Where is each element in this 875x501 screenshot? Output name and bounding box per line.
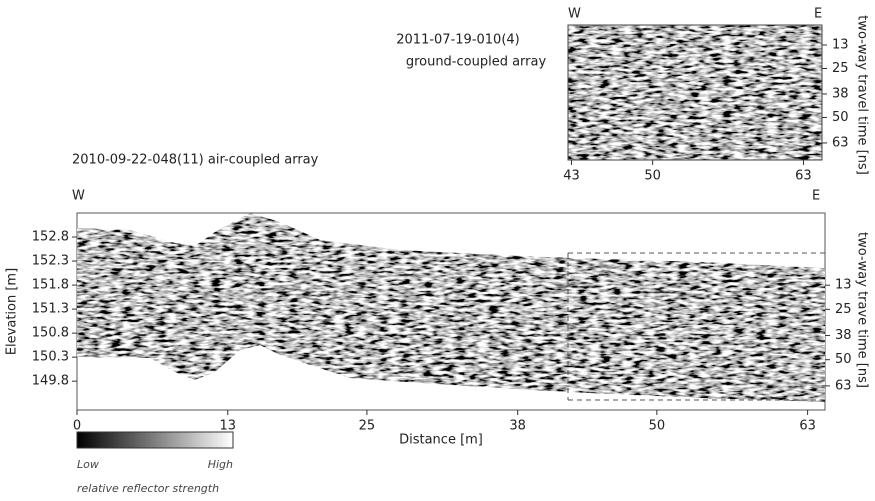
y-tick-label: 151.8 [32, 278, 69, 293]
inset-outline [567, 252, 825, 401]
east-label: E [812, 189, 820, 204]
y2-tick-label: 63 [832, 135, 849, 150]
frame [567, 24, 823, 161]
west-label: W [568, 7, 581, 22]
colorbar [76, 431, 234, 449]
y-tick-label: 152.3 [32, 254, 69, 269]
x-tick-label: 63 [799, 419, 816, 434]
east-label: E [814, 7, 822, 22]
y2-tick-label: 50 [832, 110, 849, 125]
y-tick-label: 150.8 [32, 326, 69, 341]
x-axis-label: Distance [m] [399, 433, 483, 448]
y-axis-label: Elevation [m] [5, 268, 20, 355]
y2-axis-label: two-way trave time [ns] [855, 232, 870, 388]
x-tick-label: 63 [795, 169, 812, 184]
colorbar-low: Low [77, 458, 99, 471]
x-tick-label: 38 [509, 419, 526, 434]
radar-image [568, 25, 822, 160]
y-tick-label: 150.3 [32, 350, 69, 365]
x-tick-label: 13 [219, 419, 236, 434]
colorbar-caption: relative reflector strength [77, 482, 219, 495]
chart-subtitle: ground-coupled array [406, 55, 547, 70]
y2-axis-label: two-way travel time [ns] [855, 15, 870, 175]
chart-title: 2011-07-19-010(4) [396, 33, 519, 48]
x-tick-label: 25 [359, 419, 376, 434]
y2-tick-label: 63 [835, 378, 852, 393]
y-tick-label: 152.8 [32, 230, 69, 245]
west-label: W [72, 189, 85, 204]
y-tick-label: 149.8 [32, 374, 69, 389]
y-tick-label: 151.3 [32, 302, 69, 317]
x-tick-label: 50 [644, 169, 661, 184]
x-tick-label: 50 [649, 419, 666, 434]
x-tick-label: 43 [563, 169, 580, 184]
x-tick-label: 0 [73, 419, 81, 434]
y2-tick-label: 38 [835, 328, 852, 343]
y2-tick-label: 50 [835, 352, 852, 367]
y2-tick-label: 13 [832, 37, 849, 52]
y2-tick-label: 13 [835, 278, 852, 293]
y2-tick-label: 25 [835, 302, 852, 317]
radar-image [77, 213, 825, 402]
y2-tick-label: 25 [832, 61, 849, 76]
y2-tick-label: 38 [832, 86, 849, 101]
chart-title: 2010-09-22-048(11) air-coupled array [72, 153, 319, 168]
colorbar-high: High [208, 458, 233, 471]
